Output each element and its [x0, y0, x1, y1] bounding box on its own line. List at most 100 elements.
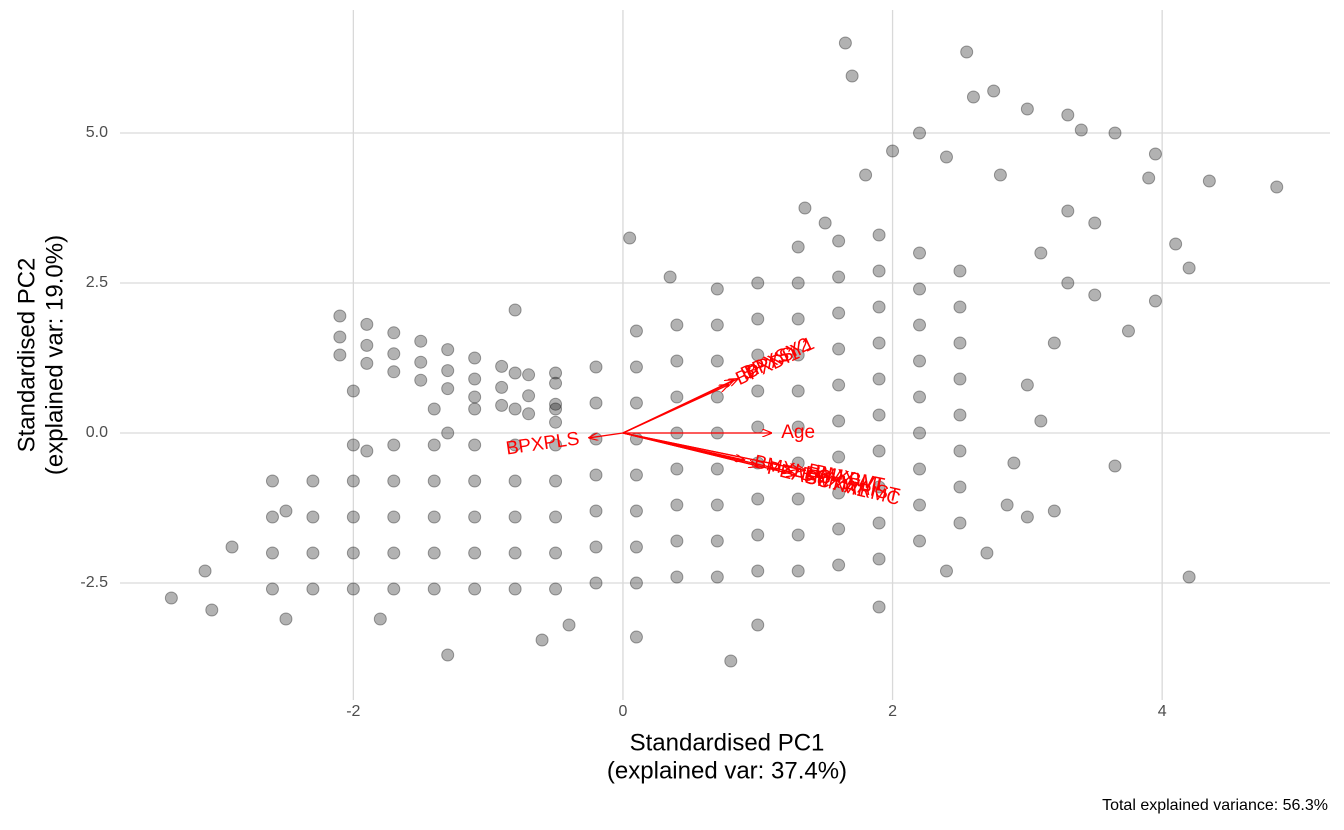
point	[872, 264, 886, 278]
point	[306, 474, 320, 488]
point	[987, 84, 1001, 98]
grid: -2 0 2 4 -2.5 0.0 2.5 5.0	[80, 10, 1330, 720]
point	[205, 603, 219, 617]
point	[913, 354, 927, 368]
point	[333, 330, 347, 344]
point	[279, 504, 293, 518]
point	[710, 462, 724, 476]
point	[495, 398, 509, 412]
point	[508, 438, 522, 452]
point	[872, 600, 886, 614]
point	[427, 438, 441, 452]
loading-label: Age	[781, 422, 815, 443]
point	[387, 347, 401, 361]
point	[798, 201, 812, 215]
y-tick-label: -2.5	[80, 574, 108, 591]
point	[629, 468, 643, 482]
point	[710, 318, 724, 332]
point	[360, 356, 374, 370]
point	[1047, 336, 1061, 350]
point	[589, 396, 603, 410]
point	[468, 372, 482, 386]
point	[522, 368, 536, 382]
point	[751, 528, 765, 542]
point	[751, 564, 765, 578]
y-tick-label: 5.0	[86, 124, 108, 141]
point	[872, 336, 886, 350]
point	[913, 390, 927, 404]
point	[589, 540, 603, 554]
point	[1061, 108, 1075, 122]
point	[629, 504, 643, 518]
point	[751, 492, 765, 506]
point	[549, 582, 563, 596]
point	[791, 384, 805, 398]
point	[495, 380, 509, 394]
point	[1108, 459, 1122, 473]
point	[346, 546, 360, 560]
point	[710, 498, 724, 512]
point	[670, 390, 684, 404]
point	[549, 546, 563, 560]
point	[441, 364, 455, 378]
point	[549, 366, 563, 380]
point	[346, 510, 360, 524]
point	[1142, 171, 1156, 185]
point	[333, 348, 347, 362]
point	[872, 372, 886, 386]
point	[225, 540, 239, 554]
point	[508, 510, 522, 524]
point	[629, 630, 643, 644]
point	[953, 372, 967, 386]
point	[1020, 510, 1034, 524]
point	[1121, 324, 1135, 338]
point	[522, 389, 536, 403]
point	[832, 378, 846, 392]
point	[508, 402, 522, 416]
point	[1088, 216, 1102, 230]
point	[549, 474, 563, 488]
point	[913, 282, 927, 296]
point	[913, 126, 927, 140]
point	[441, 648, 455, 662]
point	[993, 168, 1007, 182]
point	[913, 534, 927, 548]
point	[670, 534, 684, 548]
point	[670, 570, 684, 584]
point	[872, 552, 886, 566]
point	[953, 516, 967, 530]
point	[468, 438, 482, 452]
point	[495, 359, 509, 373]
point	[791, 528, 805, 542]
point	[913, 246, 927, 260]
point	[953, 408, 967, 422]
point	[751, 618, 765, 632]
point	[387, 546, 401, 560]
point	[670, 498, 684, 512]
point	[306, 582, 320, 596]
point	[629, 324, 643, 338]
point	[953, 300, 967, 314]
point	[1202, 174, 1216, 188]
point	[333, 309, 347, 323]
point	[1034, 246, 1048, 260]
point	[913, 498, 927, 512]
point	[832, 450, 846, 464]
y-tick-label: 2.5	[86, 274, 108, 291]
y-tick-label: 0.0	[86, 424, 108, 441]
point	[589, 360, 603, 374]
point	[346, 384, 360, 398]
point	[751, 276, 765, 290]
point	[791, 276, 805, 290]
x-tick-label: 2	[888, 703, 897, 720]
point	[845, 69, 859, 83]
point	[1169, 237, 1183, 251]
point	[198, 564, 212, 578]
point	[751, 384, 765, 398]
point	[872, 300, 886, 314]
point	[1148, 294, 1162, 308]
point	[791, 240, 805, 254]
point	[953, 444, 967, 458]
point	[468, 351, 482, 365]
